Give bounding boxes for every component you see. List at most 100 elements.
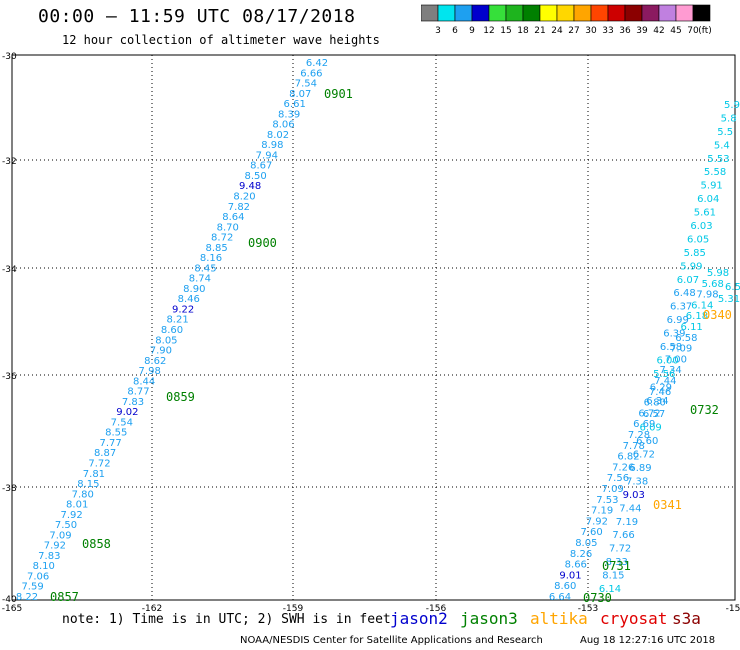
track3-swh-label: 6.14 (599, 584, 621, 595)
track3-swh-label: 5.61 (694, 208, 716, 219)
track2-swh-label: 6.14 (691, 300, 713, 311)
colorbar-tick-label: 6 (452, 26, 458, 36)
track1-swh-label: 7.92 (60, 510, 82, 521)
track3-swh-label: 5.85 (684, 248, 706, 259)
track1-swh-label: 8.50 (245, 171, 267, 182)
track3-swh-label: 6.60 (636, 436, 658, 447)
time-label: 0731 (602, 559, 631, 573)
lon-label: -153 (578, 604, 598, 614)
timestamp-text: Aug 18 12:27:16 UTC 2018 (580, 635, 716, 646)
track3-swh-label: 6.72 (633, 450, 655, 461)
track1-swh-label: 7.83 (38, 551, 60, 562)
plot-frame (11, 54, 736, 601)
track1-swh-label: 8.39 (278, 109, 300, 120)
credit-text: NOAA/NESDIS Center for Satellite Applica… (240, 635, 543, 646)
track3-swh-label: 6.07 (677, 275, 699, 286)
legend-jason2: jason2 (390, 609, 448, 628)
track3-swh-label: 6.00 (656, 355, 678, 366)
colorbar-tick-label: 27 (568, 26, 579, 36)
colorbar-tick-label: 30 (585, 26, 597, 36)
track1-swh-label: 7.50 (55, 520, 77, 531)
track1-swh-label: 7.82 (228, 202, 250, 213)
track2-swh-label: 8.26 (570, 549, 592, 560)
track2-swh-label: 7.26 (612, 462, 634, 473)
track1-swh-label: 6.61 (284, 99, 306, 110)
footer-note: note: 1) Time is in UTC; 2) SWH is in fe… (62, 612, 391, 627)
track1-swh-label: 9.22 (172, 304, 194, 315)
track3-swh-label: 7.19 (616, 517, 638, 528)
track2-swh-label: 6.11 (681, 322, 703, 333)
track3-swh-label: 6.39 (663, 329, 685, 340)
track1-swh-label: 7.80 (72, 489, 94, 500)
colorbar-tick-label: 42 (653, 26, 664, 36)
track2-swh-label: 9.01 (559, 570, 581, 581)
track3-swh-label: 7.72 (609, 544, 631, 555)
track4-swh-label: 6.5 (725, 282, 740, 293)
track2-swh-label: 7.92 (586, 516, 608, 527)
track3-swh-label: 8.33 (606, 557, 628, 568)
track1-swh-label: 8.16 (200, 253, 222, 264)
track1-swh-label: 9.02 (116, 407, 138, 418)
track1-swh-label: 8.77 (127, 387, 149, 398)
track1-swh-label: 7.72 (88, 459, 110, 470)
track1-swh-label: 8.74 (189, 274, 211, 285)
track1-swh-label: 8.46 (178, 294, 200, 305)
track1-swh-label: 8.87 (94, 448, 116, 459)
track3-swh-label: 6.57 (643, 409, 665, 420)
track1-swh-label: 8.85 (205, 243, 227, 254)
track2-swh-label: 8.60 (554, 581, 576, 592)
track1-swh-label: 7.59 (21, 582, 43, 593)
track1-swh-label: 8.20 (233, 192, 255, 203)
track2-swh-label: 7.19 (591, 506, 613, 517)
colorbar-tick-label: 3 (435, 26, 441, 36)
lon-label: -156 (426, 604, 447, 614)
track2-swh-label: 6.64 (549, 592, 571, 603)
track3-swh-label: 6.03 (690, 221, 712, 232)
colorbar-tick-label: 15 (500, 26, 511, 36)
track1-swh-label: 7.98 (139, 366, 161, 377)
track1-swh-label: 8.10 (33, 561, 55, 572)
track3-swh-label: 6.34 (646, 396, 668, 407)
time-label: 0859 (166, 390, 195, 404)
colorbar-tick-label: 24 (551, 26, 563, 36)
track2-swh-label: 7.44 (654, 376, 676, 387)
track1-swh-label: 8.45 (194, 263, 216, 274)
track1-swh-label: 8.06 (272, 120, 294, 131)
colorbar-tick-label: 39 (636, 26, 648, 36)
track1-swh-label: 8.55 (105, 428, 127, 439)
track1-swh-label: 8.98 (261, 140, 283, 151)
track1-swh-label: 8.21 (166, 315, 188, 326)
track3-swh-label: 6.04 (697, 194, 719, 205)
time-label: 0901 (324, 87, 353, 101)
track1-swh-label: 7.77 (100, 438, 122, 449)
time-label: 0730 (583, 591, 612, 605)
colorbar-tick-label: 18 (517, 26, 529, 36)
track3-swh-label: 5.4 (714, 140, 730, 151)
track1-swh-label: 8.07 (289, 89, 311, 100)
track2-swh-label: 7.53 (596, 495, 618, 506)
track2-swh-label: 7.00 (665, 354, 687, 365)
track2-swh-label: 5.98 (707, 268, 729, 279)
track3-swh-label: 6.29 (650, 382, 672, 393)
track2-swh-label: 7.78 (623, 441, 645, 452)
time-label: 0900 (248, 236, 277, 250)
map-title: 00:00 — 11:59 UTC 08/17/2018 (38, 6, 356, 27)
track1-swh-label: 8.22 (16, 592, 38, 603)
track3-swh-label: 5.99 (680, 261, 702, 272)
lat-label: -30 (2, 52, 17, 62)
track1-swh-label: 9.48 (239, 181, 261, 192)
track3-swh-label: 5.53 (707, 154, 729, 165)
track2-swh-label: 8.66 (565, 560, 587, 571)
track3-swh-label: 6.05 (687, 234, 709, 245)
track2-swh-label: 6.18 (686, 311, 708, 322)
colorbar-unit: (ft) (698, 26, 712, 36)
track1-swh-label: 7.06 (27, 571, 49, 582)
lat-label: -36 (2, 372, 17, 382)
track3-swh-label: 6.58 (660, 342, 682, 353)
track1-swh-label: 8.44 (133, 376, 155, 387)
track2-swh-label: 7.28 (628, 430, 650, 441)
lon-label: -165 (2, 604, 22, 614)
track3-swh-label: 7.38 (626, 476, 648, 487)
colorbar-tick-label: 45 (670, 26, 681, 36)
